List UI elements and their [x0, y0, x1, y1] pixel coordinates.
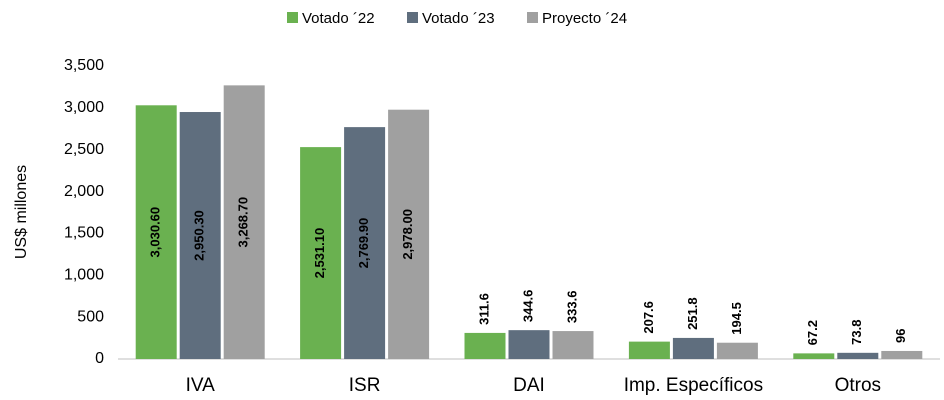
bar: [508, 330, 550, 359]
value-label: 67.2: [805, 320, 820, 345]
bar: [672, 337, 714, 359]
bar: [837, 352, 879, 359]
value-label: 96: [893, 328, 908, 342]
x-tick-label: Otros: [835, 375, 881, 396]
bar: [628, 341, 670, 359]
y-tick-label: 500: [77, 308, 104, 325]
x-tick-label: IVA: [186, 375, 216, 396]
value-label: 333.6: [564, 291, 579, 324]
bar: [300, 147, 342, 359]
bar: [179, 112, 221, 359]
bar: [552, 331, 594, 359]
value-label: 2,769.90: [356, 218, 371, 269]
y-axis-label: US$ millones: [13, 165, 30, 259]
y-tick-label: 1,000: [64, 267, 104, 284]
y-tick-label: 1,500: [64, 225, 104, 242]
value-label: 194.5: [729, 302, 744, 335]
y-tick-label: 0: [95, 350, 104, 367]
bar: [793, 353, 835, 359]
value-label: 207.6: [641, 301, 656, 334]
legend-swatch: [527, 12, 538, 23]
value-label: 3,268.70: [236, 197, 251, 248]
value-label: 2,531.10: [312, 228, 327, 279]
y-tick-label: 2,000: [64, 183, 104, 200]
legend-swatch: [287, 12, 298, 23]
legend-label: Proyecto ´24: [542, 10, 627, 27]
x-tick-label: ISR: [349, 375, 381, 396]
bar: [344, 127, 386, 359]
x-tick-label: DAI: [513, 375, 545, 396]
y-tick-label: 3,500: [64, 57, 104, 74]
value-label: 2,978.00: [400, 209, 415, 260]
bar: [135, 105, 177, 359]
x-tick-label: Imp. Específicos: [624, 375, 763, 396]
value-label: 344.6: [520, 290, 535, 323]
bar: [464, 332, 506, 359]
y-tick-label: 2,500: [64, 141, 104, 158]
bar: [716, 342, 758, 359]
bar: [881, 350, 923, 359]
value-label: 311.6: [476, 293, 491, 325]
y-tick-label: 3,000: [64, 99, 104, 116]
bar: [223, 85, 265, 360]
value-label: 73.8: [849, 320, 864, 345]
legend-label: Votado ´22: [302, 10, 375, 27]
value-label: 2,950.30: [192, 210, 207, 261]
legend-swatch: [407, 12, 418, 23]
value-label: 251.8: [685, 297, 700, 330]
bar: [388, 109, 430, 360]
legend-label: Votado ´23: [422, 10, 495, 27]
value-label: 3,030.60: [148, 207, 163, 258]
